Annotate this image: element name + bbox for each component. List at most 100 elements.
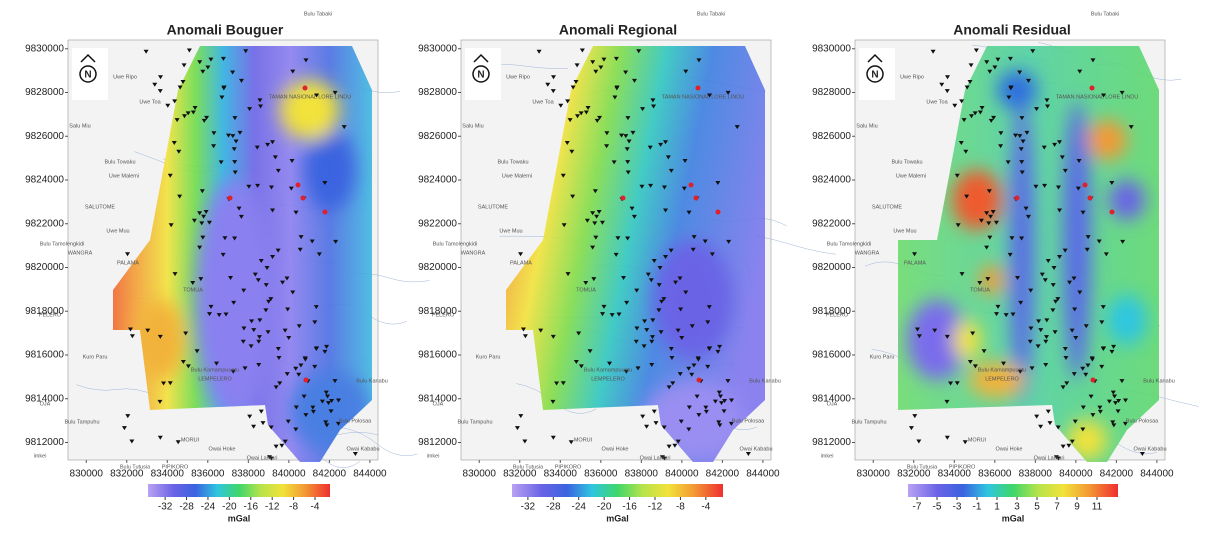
place-name: WANGRA xyxy=(68,250,93,256)
anomaly-blob xyxy=(305,130,355,210)
place-name: Bulu Tabaki xyxy=(697,11,725,17)
survey-point xyxy=(323,210,328,215)
y-tick-label: 9816000 xyxy=(25,350,64,361)
colorbar-tick-label: -8 xyxy=(289,502,298,513)
x-tick-label: 836000 xyxy=(584,469,618,480)
place-name: Owai Hoke xyxy=(996,446,1023,452)
place-name: Salu Miu xyxy=(69,123,90,129)
survey-point xyxy=(1088,196,1093,201)
place-name: Bulu Kanabu xyxy=(356,378,388,384)
place-name: imkei xyxy=(821,453,834,459)
y-tick-label: 9816000 xyxy=(418,350,457,361)
place-name: TAMAN NASIONAL LORE LINDU xyxy=(269,94,352,100)
y-tick-label: 9818000 xyxy=(25,306,64,317)
survey-point xyxy=(1110,210,1115,215)
place-name: Bulu Kanabu xyxy=(1143,378,1175,384)
place-name: LEMPELERO xyxy=(591,376,625,382)
place-name: TOMUA xyxy=(183,287,203,293)
place-name: Bulu Tampuhu xyxy=(851,419,886,425)
x-tick-label: 830000 xyxy=(463,469,497,480)
place-name: Bulu Polosaa xyxy=(1126,418,1159,424)
place-name: Uwe Ripo xyxy=(113,74,137,80)
place-name: Owai Kababu xyxy=(346,446,379,452)
colorbar-unit: mGal xyxy=(1002,513,1025,523)
x-tick-label: 834000 xyxy=(544,469,578,480)
place-name: WANGRA xyxy=(855,250,880,256)
anomaly-blob xyxy=(280,80,340,140)
x-tick-label: 844000 xyxy=(1140,469,1174,480)
y-tick-label: 9812000 xyxy=(25,437,64,448)
colorbar-tick-label: -12 xyxy=(648,502,663,513)
x-tick-label: 844000 xyxy=(353,469,387,480)
place-name: PALAMA xyxy=(117,260,139,266)
survey-point xyxy=(696,86,701,91)
place-name: Bulu Towaku xyxy=(497,159,528,165)
colorbar-unit: mGal xyxy=(606,513,629,523)
x-tick-label: 834000 xyxy=(938,469,972,480)
place-name: Uwe Malemi xyxy=(502,173,532,179)
x-tick-label: 832000 xyxy=(110,469,144,480)
colorbar-unit: mGal xyxy=(228,513,251,523)
y-tick-label: 9818000 xyxy=(418,306,457,317)
place-name: Bulu Tampuhu xyxy=(64,419,99,425)
place-name: Uwe Muu xyxy=(893,228,916,234)
place-name: SALUTOME xyxy=(872,204,902,210)
place-name: Bulu Tamolengkidi xyxy=(40,241,85,247)
place-name: TAMAN NASIONAL LORE LINDU xyxy=(1056,94,1139,100)
y-tick-label: 9812000 xyxy=(812,437,851,448)
x-tick-label: 838000 xyxy=(625,469,659,480)
x-tick-label: 830000 xyxy=(70,469,104,480)
survey-point xyxy=(304,378,309,383)
map-panel: Anomali Residual Bulu Tabaki Uwe Ripo Uwe T… xyxy=(812,11,1199,523)
place-name: Uwe Malemi xyxy=(896,173,926,179)
y-tick-label: 9822000 xyxy=(812,218,851,229)
colorbar-tick-label: -7 xyxy=(913,502,922,513)
colorbar-tick-label: -20 xyxy=(597,502,612,513)
place-name: SALUTOME xyxy=(478,204,508,210)
y-tick-label: 9820000 xyxy=(812,262,851,273)
anomaly-blob xyxy=(1010,100,1034,400)
anomaly-blob xyxy=(1087,120,1127,160)
place-name: Uwe Ripo xyxy=(900,74,924,80)
y-tick-label: 9826000 xyxy=(25,131,64,142)
colorbar-tick-label: -16 xyxy=(622,502,637,513)
place-name: TAMAN NASIONAL LORE LINDU xyxy=(662,94,745,100)
colorbar-tick-label: -4 xyxy=(311,502,320,513)
survey-point xyxy=(621,196,626,201)
survey-point xyxy=(228,196,233,201)
y-tick-label: 9826000 xyxy=(418,131,457,142)
place-name: MORUI xyxy=(574,437,593,443)
panel-title: Anomali Residual xyxy=(953,22,1070,38)
colorbar-tick-label: 7 xyxy=(1054,502,1060,513)
place-name: Bulu Tamolengkidi xyxy=(433,241,478,247)
y-tick-label: 9814000 xyxy=(418,393,457,404)
anomaly-blob xyxy=(1109,180,1145,220)
x-tick-label: 838000 xyxy=(1019,469,1053,480)
colorbar-tick-label: 9 xyxy=(1074,502,1080,513)
place-name: Bulu Kamampuuntu xyxy=(191,367,239,373)
colorbar-tick-label: -20 xyxy=(222,502,237,513)
place-name: Uwe Toa xyxy=(926,99,948,105)
x-tick-label: 832000 xyxy=(503,469,537,480)
place-name: Kuro Paru xyxy=(476,354,501,360)
panel-title: Anomali Regional xyxy=(559,22,677,38)
place-name: Bulu Tabaki xyxy=(1091,11,1119,17)
x-tick-label: 842000 xyxy=(313,469,347,480)
colorbar xyxy=(148,484,330,497)
place-name: Kuro Paru xyxy=(870,354,895,360)
survey-point xyxy=(1015,196,1020,201)
y-tick-label: 9816000 xyxy=(812,350,851,361)
y-tick-label: 9830000 xyxy=(418,43,457,54)
colorbar-tick-label: -12 xyxy=(265,502,280,513)
place-name: MORUI xyxy=(181,437,200,443)
y-tick-label: 9830000 xyxy=(812,43,851,54)
x-tick-label: 844000 xyxy=(746,469,780,480)
colorbar-tick-label: -32 xyxy=(158,502,173,513)
y-tick-label: 9812000 xyxy=(418,437,457,448)
place-name: Owai Kababu xyxy=(739,446,772,452)
colorbar-tick-label: 3 xyxy=(1014,502,1020,513)
place-name: Bulu Towaku xyxy=(104,159,135,165)
place-name: Owai Hoke xyxy=(209,446,236,452)
y-tick-label: 9828000 xyxy=(25,87,64,98)
x-tick-label: 836000 xyxy=(191,469,225,480)
